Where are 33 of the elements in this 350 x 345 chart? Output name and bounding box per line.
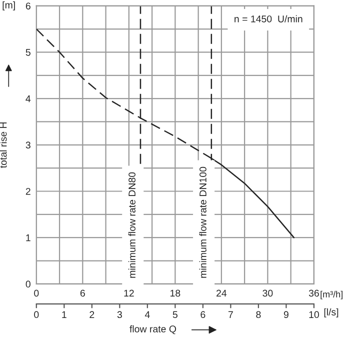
- y-tick-label: 3: [26, 142, 30, 149]
- y-tick-label: 4: [26, 95, 31, 102]
- x2-tick-label: 6: [200, 311, 206, 318]
- x-tick-label: 24: [216, 290, 227, 297]
- text: [m]: [2, 1, 15, 10]
- x-tick-label: 6: [80, 290, 85, 297]
- x-tick-label: 0: [34, 290, 39, 297]
- x-tick-label: 12: [124, 290, 134, 297]
- text: [l/s]: [324, 308, 338, 318]
- y-tick-label: 0: [26, 280, 30, 288]
- y-tick-label: 1: [26, 234, 30, 242]
- y-tick-label: 6: [26, 2, 30, 10]
- y-tick-label: 2: [26, 188, 30, 195]
- x2-tick-label: 1: [62, 311, 66, 318]
- ref-line-label: minimum flow rate DN100: [199, 166, 206, 278]
- x-axis-title: [m³/h]: [320, 290, 342, 300]
- x2-tick-label: 10: [309, 311, 319, 318]
- x2-tick-label: 4: [144, 311, 150, 318]
- x2-axis-title: flow rate Q: [130, 325, 176, 334]
- x-tick-label: 36: [308, 290, 319, 297]
- x2-tick-label: 3: [117, 311, 122, 318]
- x2-tick-label: 2: [90, 311, 94, 318]
- x2-tick-label: 5: [172, 311, 178, 318]
- y-tick-label: 5: [26, 49, 30, 56]
- x-tick-label: 18: [170, 290, 180, 297]
- y-axis-title: total rise H: [0, 122, 7, 168]
- annotation: n = 1450 U/min: [234, 15, 302, 22]
- x2-tick-label: 7: [228, 311, 233, 318]
- x2-tick-label: 0: [34, 311, 39, 318]
- x2-tick-label: 8: [256, 311, 261, 318]
- x2-tick-label: 9: [284, 311, 288, 318]
- x-tick-label: 30: [262, 290, 273, 297]
- ref-line-label: minimum flow rate DN80: [128, 172, 136, 278]
